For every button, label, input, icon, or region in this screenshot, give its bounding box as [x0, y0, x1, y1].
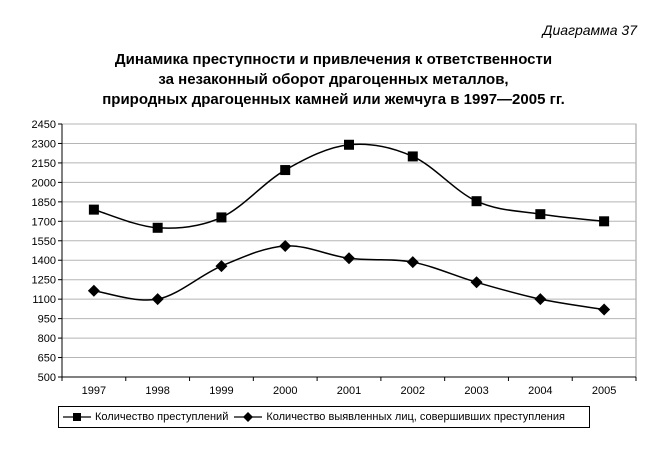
y-tick-label: 1850	[32, 197, 56, 209]
x-tick-label: 2002	[401, 385, 425, 397]
diamond-point	[151, 293, 164, 306]
diamond-point	[598, 303, 611, 316]
y-tick-label: 1400	[32, 255, 56, 267]
y-tick-label: 1250	[32, 275, 56, 287]
y-tick-label: 2300	[32, 138, 56, 150]
chart-title: Динамика преступности и привлечения к от…	[0, 50, 667, 110]
title-line-1: Динамика преступности и привлечения к от…	[114, 51, 553, 68]
x-tick-label: 2005	[592, 385, 616, 397]
square-point	[535, 209, 546, 220]
legend-label-persons: Количество выявленных лиц, совершивших п…	[266, 411, 565, 423]
y-tick-label: 950	[38, 314, 56, 326]
square-marker-icon	[63, 413, 91, 421]
square-point	[407, 151, 418, 162]
legend-label-crimes: Количество преступлений	[95, 411, 229, 423]
x-tick-label: 1997	[82, 385, 106, 397]
diamond-marker-icon	[234, 412, 263, 422]
square-point	[471, 196, 482, 207]
square-point	[88, 204, 99, 215]
title-line-2: за незаконный оборот драгоценных металло…	[158, 71, 509, 88]
square-point	[599, 216, 610, 227]
y-tick-label: 1100	[32, 294, 56, 306]
x-tick-label: 1998	[145, 385, 169, 397]
diamond-point	[87, 284, 100, 297]
y-tick-label: 2450	[32, 119, 56, 131]
diamond-point	[279, 239, 292, 252]
square-point	[152, 222, 163, 233]
diamond-point	[343, 252, 355, 265]
diagram-number: Диаграмма 37	[542, 22, 637, 38]
y-tick-label: 2150	[32, 158, 56, 170]
y-tick-label: 650	[38, 353, 56, 365]
y-tick-label: 1550	[32, 236, 56, 248]
legend: Количество преступлений Количество выявл…	[58, 406, 590, 428]
legend-item-crimes: Количество преступлений	[63, 411, 228, 423]
y-tick-label: 500	[38, 372, 56, 384]
x-tick-label: 2004	[528, 385, 552, 397]
series-line-1	[93, 143, 605, 229]
square-point	[216, 212, 227, 223]
x-tick-label: 2001	[337, 385, 361, 397]
legend-item-persons: Количество выявленных лиц, совершивших п…	[234, 411, 565, 423]
y-tick-label: 1700	[32, 216, 56, 228]
line-chart: 500 650 800 950 1100 1250 1400 1550 1700 1850 2000…	[32, 119, 637, 397]
square-point	[280, 165, 291, 176]
diamond-point	[534, 293, 547, 306]
plot-area	[61, 123, 637, 378]
title-line-3: природных драгоценных камней или жемчуга…	[102, 91, 565, 108]
x-tick-label: 2000	[273, 385, 297, 397]
diamond-point	[470, 276, 483, 289]
diamond-point	[215, 260, 228, 273]
x-tick-label: 2003	[464, 385, 488, 397]
diamond-point	[406, 256, 419, 269]
x-tick-label: 1999	[209, 385, 233, 397]
square-point	[344, 139, 354, 150]
y-tick-label: 2000	[32, 177, 56, 189]
y-tick-label: 800	[38, 333, 56, 345]
